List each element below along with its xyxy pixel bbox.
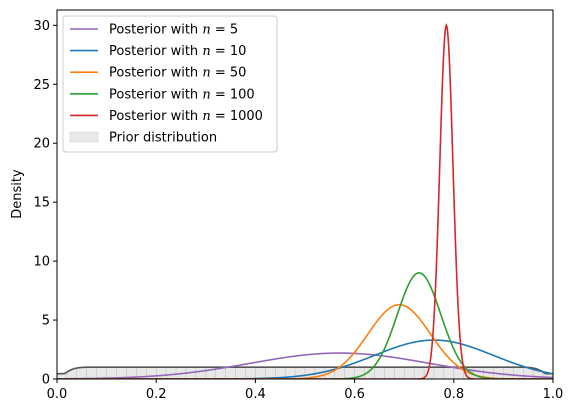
y-tick-label: 25: [33, 78, 50, 93]
x-tick-label: 0.8: [443, 387, 464, 402]
y-tick-label: 20: [33, 137, 50, 152]
posterior-line-4: [57, 272, 553, 379]
y-axis-label: Density: [10, 169, 25, 219]
legend-label: Posterior with n = 50: [109, 66, 246, 81]
x-tick-label: 1.0: [543, 387, 564, 402]
x-tick-label: 0.4: [245, 387, 266, 402]
posterior-line-2: [57, 339, 553, 379]
legend-swatch-prior: [69, 131, 99, 143]
legend-label: Posterior with n = 10: [109, 44, 246, 59]
legend-label: Posterior with n = 5: [109, 23, 238, 38]
posterior-line-1: [57, 352, 553, 379]
y-tick-label: 5: [42, 314, 50, 329]
y-tick-label: 10: [33, 255, 50, 270]
x-tick-label: 0.6: [344, 387, 365, 402]
y-tick-label: 30: [33, 19, 50, 34]
legend-label: Posterior with n = 100: [109, 87, 255, 102]
y-axis: 0 5 10 15 20 25 30: [33, 19, 57, 388]
legend-label-prior: Prior distribution: [109, 131, 217, 146]
x-axis: 0.0 0.2 0.4 0.6 0.8 1.0: [47, 379, 564, 402]
x-tick-label: 0.2: [146, 387, 167, 402]
y-tick-label: 15: [33, 196, 50, 211]
legend-box: [62, 15, 278, 153]
x-tick-label: 0.0: [47, 387, 68, 402]
prior-distribution-line: [57, 366, 553, 375]
axes-frame: [56, 9, 554, 380]
legend-label: Posterior with n = 1000: [109, 109, 263, 124]
legend: Posterior with n = 5 Posterior with n = 1…: [62, 15, 278, 153]
y-tick-label: 0: [42, 373, 50, 388]
